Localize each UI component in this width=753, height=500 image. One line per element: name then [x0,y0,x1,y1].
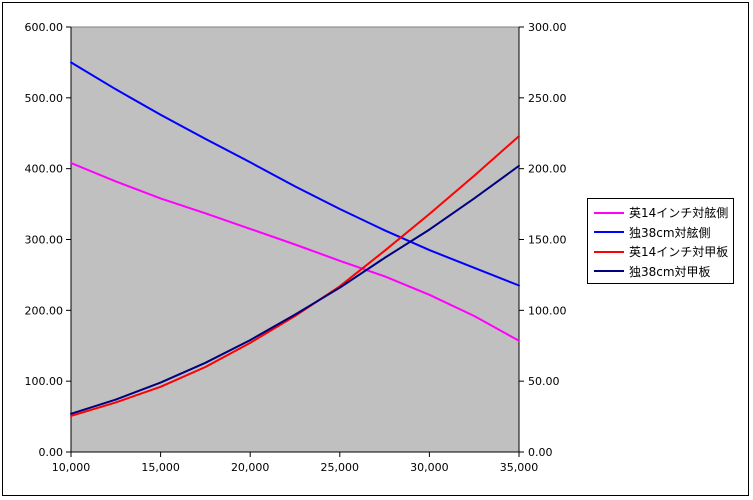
series-line-2 [70,61,520,287]
left-tick-label: 400.00 [25,163,64,176]
legend-swatch [594,231,624,234]
legend-item: 英14インチ対甲板 [594,242,733,262]
right-y-axis: 0.00 50.00 100.00 150.00 200.00 250.00 300.00 [518,21,567,459]
right-tick-label: 50.00 [528,375,560,388]
x-tick-label: 20,000 [231,461,270,474]
legend-swatch [594,211,624,214]
left-tick-label: 200.00 [25,304,64,317]
x-tick-label: 25,000 [321,461,360,474]
x-tick-label: 10,000 [52,461,91,474]
left-tick-label: 300.00 [25,234,64,247]
right-tick-label: 0.00 [528,446,553,459]
legend-label: 独38cm対甲板 [629,264,711,279]
left-tick-label: 0.00 [39,446,64,459]
series-line-3 [70,135,520,417]
left-tick-label: 100.00 [25,375,64,388]
x-tick-label: 35,000 [500,461,539,474]
right-tick-label: 250.00 [528,92,567,105]
left-tick-label: 500.00 [25,92,64,105]
x-tick-label: 30,000 [410,461,449,474]
legend-swatch [594,250,624,253]
legend-label: 英14インチ対舷側 [629,206,729,221]
x-tick-label: 15,000 [141,461,180,474]
legend-label: 英14インチ対甲板 [629,245,729,260]
right-tick-label: 100.00 [528,304,567,317]
left-y-axis: 0.00 100.00 200.00 300.00 400.00 500.00 600.00 [25,21,72,459]
legend-item: 独38cm対甲板 [594,262,733,282]
legend-item: 独38cm対舷側 [594,223,733,243]
series-line-4 [70,164,520,415]
legend: 英14インチ対舷側 独38cm対舷側 英14インチ対甲板 独38cm対甲板 [587,198,734,284]
right-tick-label: 200.00 [528,163,567,176]
right-tick-label: 150.00 [528,234,567,247]
series-line-1 [70,162,520,342]
x-axis: 10,000 15,000 20,000 25,000 30,000 35,000 [52,451,539,474]
plot-area [70,26,520,453]
series-group [70,61,520,417]
left-tick-label: 600.00 [25,21,64,34]
legend-item: 英14インチ対舷側 [594,203,733,223]
right-tick-label: 300.00 [528,21,567,34]
legend-label: 独38cm対舷側 [629,225,711,240]
legend-swatch [594,270,624,273]
